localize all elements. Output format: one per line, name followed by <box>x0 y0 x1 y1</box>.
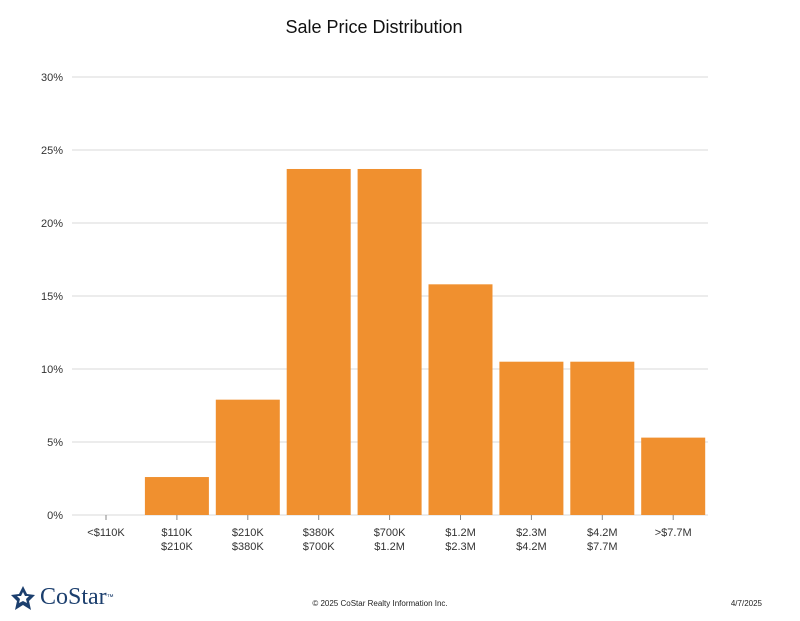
x-tick-label-line2: $700K <box>303 541 335 553</box>
x-tick-label-line2: $210K <box>161 541 193 553</box>
x-tick-label: >$7.7M <box>655 527 692 539</box>
y-tick-label: 20% <box>41 218 63 230</box>
bar <box>641 437 706 515</box>
x-tick-label-line2: $2.3M <box>445 541 476 553</box>
x-tick-label: $2.3M <box>516 527 547 539</box>
logo-text: CoStar <box>40 584 107 610</box>
bar <box>428 284 493 515</box>
y-axis: 0% 5% 10% 15% 20% 25% 30% <box>41 72 63 522</box>
bar <box>215 399 280 515</box>
bar <box>144 477 209 515</box>
x-axis: <$110K $110K $210K $210K $380K $380K $700K $700… <box>87 515 692 553</box>
y-tick-label: 25% <box>41 145 63 157</box>
x-tick-label: $1.2M <box>445 527 476 539</box>
bar <box>570 361 635 515</box>
y-tick-label: 15% <box>41 291 63 303</box>
x-tick-label: $210K <box>232 527 264 539</box>
x-tick-label-line2: $4.2M <box>516 541 547 553</box>
y-tick-label: 0% <box>47 510 63 522</box>
bar <box>286 168 351 516</box>
x-tick-label: $700K <box>374 527 406 539</box>
y-tick-label: 10% <box>41 364 63 376</box>
x-tick-label-line2: $380K <box>232 541 264 553</box>
costar-star-icon <box>11 585 35 610</box>
bars <box>144 168 706 516</box>
y-tick-label: 5% <box>47 437 63 449</box>
x-tick-label: $4.2M <box>587 527 618 539</box>
footer: CoStar ™ © 2025 CoStar Realty Information… <box>0 578 800 618</box>
copyright-text: © 2025 CoStar Realty Information Inc. <box>312 599 448 608</box>
x-tick-label: $110K <box>161 527 193 539</box>
x-tick-label-line2: $1.2M <box>374 541 405 553</box>
logo-trademark: ™ <box>106 594 114 601</box>
bar <box>357 168 422 516</box>
report-date: 4/7/2025 <box>730 599 762 608</box>
x-tick-label-line2: $7.7M <box>587 541 618 553</box>
chart-title: Sale Price Distribution <box>285 17 463 37</box>
y-tick-label: 30% <box>41 72 63 84</box>
bar <box>499 361 564 515</box>
x-tick-label: $380K <box>303 527 335 539</box>
x-tick-label: <$110K <box>87 527 125 539</box>
costar-logo: CoStar ™ <box>10 584 114 611</box>
bar-chart: 0% 5% 10% 15% 20% 25% 30% <$110K $110K $210K $210… <box>41 72 708 553</box>
